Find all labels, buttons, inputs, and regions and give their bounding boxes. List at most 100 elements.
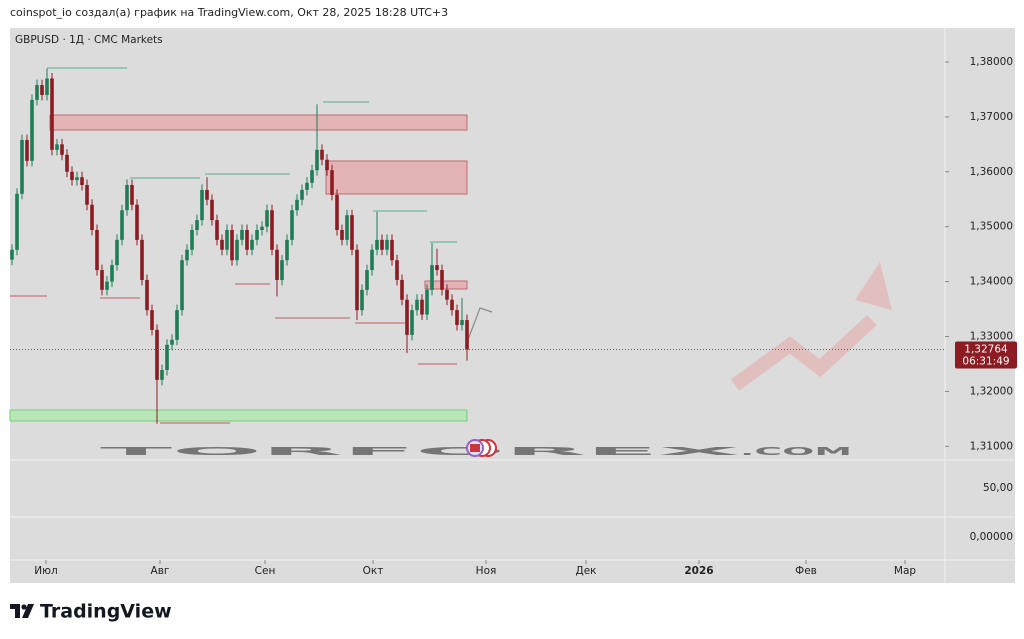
candle-body bbox=[270, 210, 274, 250]
candle-body bbox=[230, 230, 234, 261]
candle-body bbox=[205, 189, 209, 200]
candle-body bbox=[355, 249, 359, 311]
candle-body bbox=[450, 299, 454, 311]
drawings bbox=[9, 67, 497, 457]
plot: 1,38000 1,37000 1,36000 1,35000 1,34000 1,330… bbox=[10, 56, 1017, 577]
candle-body bbox=[45, 78, 49, 95]
candle-body bbox=[365, 270, 369, 290]
candle-body bbox=[75, 177, 79, 181]
candle-body bbox=[125, 184, 129, 211]
candle-body bbox=[135, 204, 139, 240]
last-price-box bbox=[955, 341, 1017, 369]
candle-body bbox=[360, 289, 364, 311]
candle-body bbox=[200, 189, 204, 221]
candle-body bbox=[145, 279, 149, 311]
pane-label: 50,00 bbox=[983, 482, 1013, 494]
candle-body bbox=[65, 154, 69, 172]
forecast-arrow bbox=[465, 307, 493, 346]
x-tick-label: Ноя bbox=[476, 565, 497, 577]
candle-body bbox=[115, 239, 119, 266]
countdown: 06:31:49 bbox=[962, 355, 1009, 367]
candle-body bbox=[380, 239, 384, 250]
y-tick-label: 1,37000 bbox=[970, 111, 1013, 123]
candle-body bbox=[280, 260, 284, 280]
candle-body bbox=[435, 265, 439, 271]
candle-body bbox=[20, 139, 24, 194]
candle-body bbox=[10, 249, 14, 260]
pane-label: 0,00000 bbox=[970, 531, 1013, 543]
candle-body bbox=[445, 289, 449, 300]
watermark: TORFOREX .COM bbox=[100, 262, 892, 458]
candle-body bbox=[235, 239, 239, 261]
candle-body bbox=[85, 184, 89, 205]
symbol-title[interactable]: GBPUSD · 1Д · CMC Markets bbox=[15, 34, 163, 46]
candle-body bbox=[70, 171, 74, 181]
candle-body bbox=[315, 149, 319, 171]
candle-body bbox=[225, 230, 229, 250]
candle-body bbox=[120, 210, 124, 240]
event-icons bbox=[466, 439, 497, 457]
candle-body bbox=[330, 170, 334, 195]
candle-body bbox=[305, 182, 309, 190]
candle-body bbox=[245, 230, 249, 250]
candle-body bbox=[55, 144, 59, 150]
candle-body bbox=[15, 193, 19, 250]
candle-body bbox=[190, 230, 194, 250]
candle-body bbox=[180, 260, 184, 311]
candle-body bbox=[350, 215, 354, 250]
y-tick-label: 1,33000 bbox=[970, 331, 1013, 343]
candle-body bbox=[185, 249, 189, 261]
candle-body bbox=[210, 199, 214, 221]
y-tick-label: 1,35000 bbox=[970, 221, 1013, 233]
x-tick-label: Июл bbox=[34, 565, 57, 577]
candle-body bbox=[295, 199, 299, 211]
candle-body bbox=[40, 85, 44, 95]
header: coinspot_io создал(а) график на TradingV… bbox=[10, 6, 448, 19]
candle-body bbox=[340, 230, 344, 240]
candle-body bbox=[415, 299, 419, 311]
candle-body bbox=[335, 194, 339, 231]
y-tick-label: 1,38000 bbox=[970, 56, 1013, 68]
candle-body bbox=[320, 149, 324, 160]
candle-body bbox=[215, 220, 219, 240]
candle-body bbox=[385, 239, 389, 250]
candle-body bbox=[250, 239, 254, 250]
candle-body bbox=[155, 329, 159, 380]
supply-zone bbox=[424, 280, 468, 290]
y-tick-label: 1,36000 bbox=[970, 166, 1013, 178]
candle-body bbox=[390, 239, 394, 261]
candle-body bbox=[290, 210, 294, 240]
chart-background bbox=[10, 28, 1015, 583]
candle-body bbox=[100, 270, 104, 290]
y-tick-label: 1,32000 bbox=[970, 385, 1013, 397]
candle-body bbox=[425, 289, 429, 315]
candle-body bbox=[430, 265, 434, 290]
logo-text: TradingView bbox=[40, 601, 172, 623]
x-tick-label: Фев bbox=[795, 565, 817, 577]
tradingview-logo: TradingView bbox=[10, 601, 172, 623]
watermark-suffix: .COM bbox=[740, 446, 852, 458]
candle-body bbox=[35, 85, 39, 100]
candle-body bbox=[405, 299, 409, 335]
watermark-text: TORFOREX bbox=[100, 446, 740, 458]
supply-zone bbox=[325, 160, 468, 195]
candle-body bbox=[310, 170, 314, 183]
candle-body bbox=[130, 184, 134, 205]
candle-body bbox=[50, 78, 54, 150]
candle-body bbox=[175, 310, 179, 340]
candle-body bbox=[460, 320, 464, 325]
candle-body bbox=[300, 189, 304, 200]
candle-body bbox=[400, 279, 404, 300]
candle-body bbox=[410, 310, 414, 335]
demand-zone bbox=[9, 409, 468, 422]
candle-body bbox=[265, 210, 269, 227]
candle-body bbox=[255, 230, 259, 240]
candle-body bbox=[80, 177, 84, 185]
watermark-arrow bbox=[730, 314, 877, 391]
candle-body bbox=[345, 215, 349, 240]
x-tick-label: Авг bbox=[151, 565, 170, 577]
y-tick-label: 1,31000 bbox=[970, 440, 1013, 452]
candle-body bbox=[285, 239, 289, 261]
